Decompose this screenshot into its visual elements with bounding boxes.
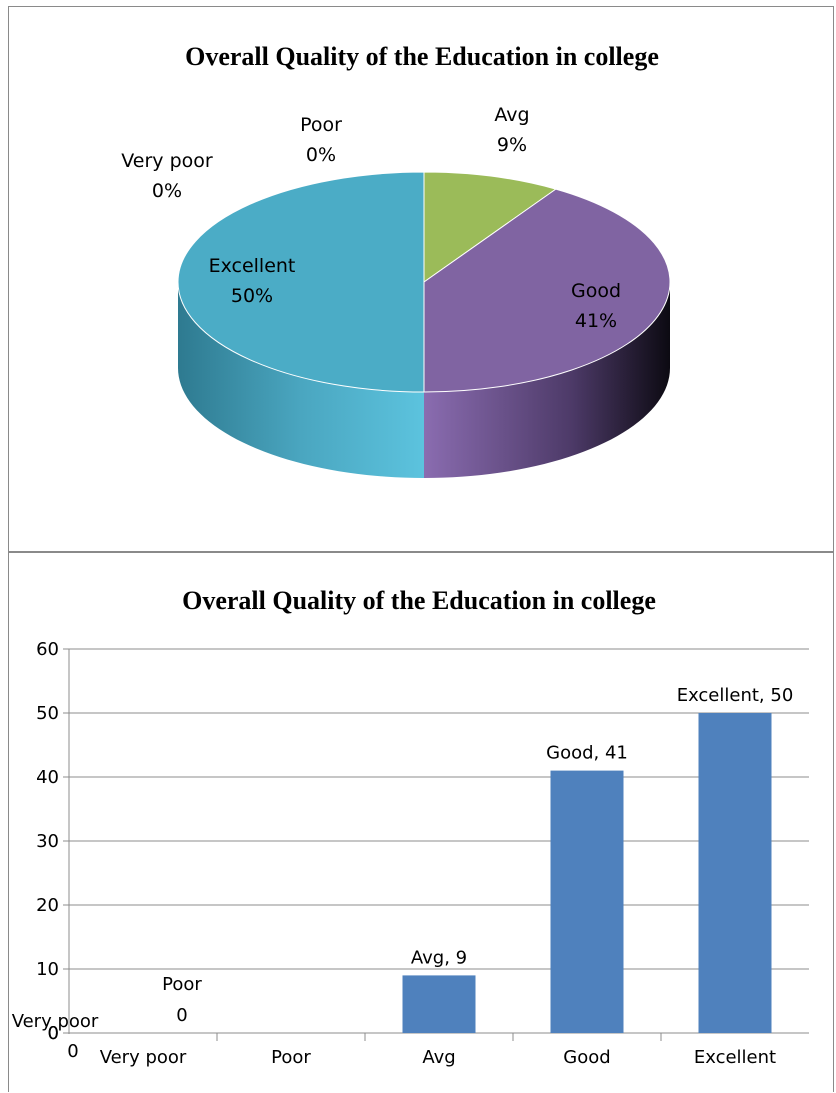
bar-good xyxy=(550,770,624,1033)
y-tick-label: 50 xyxy=(36,703,59,724)
pie-side-good xyxy=(424,282,670,478)
bar-chart-panel: Overall Quality of the Education in coll… xyxy=(8,552,834,1092)
y-tick-label: 60 xyxy=(36,639,59,660)
very-poor-value-label: 0 xyxy=(67,1041,78,1062)
pie-slice-avg xyxy=(423,171,557,283)
y-tick-label: 40 xyxy=(36,767,59,788)
pie-slice-excellent xyxy=(177,171,425,393)
bar-avg xyxy=(402,975,476,1033)
pie-side-excellent xyxy=(178,282,424,478)
y-tick-label: 10 xyxy=(36,959,59,980)
x-tick-label-poor: Poor xyxy=(271,1047,311,1068)
bar-chart-title: Overall Quality of the Education in coll… xyxy=(182,586,656,615)
bar-chart: Overall Quality of the Education in coll… xyxy=(12,586,809,1068)
x-tick-label-very-poor: Very poor xyxy=(100,1047,187,1068)
data-label-very-poor: Very poor xyxy=(12,1011,99,1032)
x-tick-label-avg: Avg xyxy=(422,1047,455,1068)
pie-label-excellent: Excellent 50% xyxy=(209,255,296,307)
data-label-excellent: Excellent, 50 xyxy=(677,685,794,706)
y-tick-label: 0 xyxy=(48,1023,59,1044)
bar-excellent xyxy=(698,713,772,1033)
data-label-poor: Poor 0 xyxy=(162,974,202,1026)
pie-label-avg: Avg 9% xyxy=(494,104,529,156)
zero-label: 0 xyxy=(48,1023,59,1044)
pie-label-very-poor: Very poor 0% xyxy=(121,150,213,202)
y-tick-label: 20 xyxy=(36,895,59,916)
pie-slice-good xyxy=(423,188,671,393)
pie-chart-panel: Overall Quality of the Education in coll… xyxy=(8,6,834,552)
pie-chart: Overall Quality of the Education in coll… xyxy=(121,42,671,478)
y-tick-label: 30 xyxy=(36,831,59,852)
data-label-avg: Avg, 9 xyxy=(411,947,467,968)
data-label-good: Good, 41 xyxy=(546,743,628,764)
x-tick-label-excellent: Excellent xyxy=(694,1047,776,1068)
pie-chart-title: Overall Quality of the Education in coll… xyxy=(185,42,659,71)
pie-label-good: Good 41% xyxy=(571,280,621,332)
x-tick-label-good: Good xyxy=(563,1047,610,1068)
pie-label-poor: Poor 0% xyxy=(300,114,342,166)
